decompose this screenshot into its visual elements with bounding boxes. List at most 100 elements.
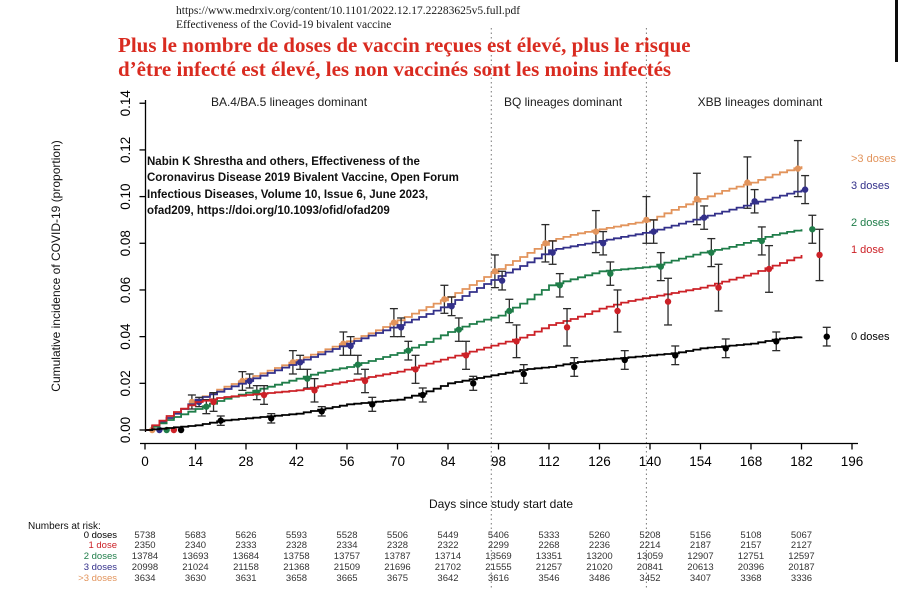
marker-2-doses (758, 237, 766, 245)
x-tick-label: 56 (339, 454, 354, 469)
nar-value: 3658 (285, 572, 308, 584)
marker-2-doses (607, 270, 614, 277)
nar-value: 3665 (336, 572, 358, 584)
x-tick-label: 0 (141, 454, 149, 469)
marker-0-doses (520, 370, 527, 378)
nar-value: 2214 (639, 540, 661, 552)
nar-value: 3616 (487, 572, 510, 584)
nar-value: 2322 (437, 540, 459, 552)
marker-1-dose (816, 251, 823, 259)
marker-1-dose (664, 298, 672, 305)
marker-2-doses (203, 403, 210, 410)
marker-0-doses (177, 426, 185, 434)
nar-row-label: 0 doses (83, 529, 117, 541)
legend-item-gt3-doses: >3 doses (851, 153, 896, 165)
nar-value: 21696 (384, 561, 411, 573)
y-tick-label: 0.00 (118, 417, 133, 443)
legend-item-0-doses: 0 doses (851, 331, 890, 343)
nar-value: 2268 (538, 540, 560, 552)
y-tick-label: 0.10 (118, 183, 133, 209)
nar-value: 21024 (182, 561, 209, 573)
marker-3-doses (397, 324, 405, 331)
marker-gt3-doses (693, 195, 701, 203)
marker-0-doses (621, 356, 628, 364)
marker-2-doses (556, 282, 564, 289)
phase-label-bq: BQ lineages dominant (503, 95, 623, 109)
series-line-2-doses (145, 229, 803, 431)
marker-0-doses (369, 401, 376, 408)
nar-value: 5528 (336, 529, 358, 541)
nar-value: 5449 (437, 529, 459, 541)
citation-line: Coronavirus Disease 2019 Bivalent Vaccin… (147, 172, 459, 185)
marker-1-dose (210, 398, 217, 406)
marker-0-doses (268, 415, 275, 422)
marker-2-doses (708, 249, 715, 256)
marker-gt3-doses (289, 359, 297, 366)
marker-2-doses (354, 361, 362, 368)
marker-3-doses (650, 228, 657, 235)
marker-3-doses (296, 359, 304, 366)
marker-2-doses (657, 263, 665, 270)
marker-gt3-doses (592, 228, 600, 235)
marker-1-dose (563, 324, 571, 331)
nar-row-label: 3 doses (83, 561, 117, 573)
marker-2-doses (304, 375, 311, 382)
nar-value: 21509 (333, 561, 361, 573)
marker-1-dose (513, 338, 520, 345)
nar-value: 3631 (235, 572, 257, 584)
nar-value: 5208 (639, 529, 661, 541)
citation-line: ofad209, https://doi.org/10.1093/ofid/of… (147, 204, 390, 217)
nar-value: 5333 (538, 529, 560, 541)
y-axis-title: Cumulative incidence of COVID-19 (propor… (49, 140, 63, 392)
citation-line: Infectious Diseases, Volume 10, Issue 6,… (147, 188, 429, 201)
marker-3-doses (246, 377, 253, 385)
nar-value: 5067 (790, 529, 813, 541)
marker-1-dose (260, 391, 268, 399)
nar-value: 20396 (737, 561, 765, 573)
nar-value: 13784 (131, 551, 159, 563)
marker-0-doses (217, 417, 224, 424)
nar-value: 2127 (790, 540, 813, 552)
nar-value: 5506 (386, 529, 409, 541)
nar-value: 12907 (687, 551, 714, 563)
x-tick-label: 196 (841, 454, 864, 469)
marker-1-dose (715, 284, 722, 291)
citation-block: Nabin K Shrestha and others, Effectivene… (147, 154, 459, 219)
nar-value: 2340 (184, 540, 207, 552)
nar-value: 12751 (737, 551, 765, 563)
nar-value: 5260 (588, 529, 611, 541)
nar-value: 13787 (384, 551, 411, 563)
y-tick-label: 0.14 (118, 90, 133, 117)
marker-3-doses (448, 303, 455, 310)
nar-value: 5156 (689, 529, 712, 541)
legend-item-1-dose: 1 dose (851, 244, 885, 256)
x-tick-label: 154 (689, 454, 712, 469)
nar-value: 3368 (740, 572, 762, 584)
nar-value: 2328 (386, 540, 409, 552)
nar-row-label: >3 doses (78, 572, 117, 584)
nar-value: 13757 (333, 551, 361, 563)
marker-2-doses (405, 347, 412, 354)
nar-value: 13200 (586, 551, 613, 563)
x-tick-label: 84 (440, 454, 456, 469)
marker-gt3-doses (390, 319, 398, 326)
nar-value: 21257 (535, 561, 563, 573)
marker-0-doses (571, 363, 578, 371)
x-tick-label: 182 (790, 454, 813, 469)
y-tick-label: 0.12 (118, 137, 133, 163)
nar-value: 3630 (184, 572, 207, 584)
x-axis-title: Days since study start date (428, 497, 574, 511)
nar-value: 21020 (586, 561, 613, 573)
nar-value: 3642 (437, 572, 459, 584)
nar-value: 2157 (740, 540, 762, 552)
nar-value: 13758 (283, 551, 310, 563)
marker-3-doses (751, 198, 758, 205)
nar-value: 5108 (740, 529, 762, 541)
window-right-border (895, 0, 898, 62)
nar-value: 5738 (134, 529, 156, 541)
nar-value: 21702 (434, 561, 462, 573)
nar-value: 13684 (232, 551, 260, 563)
nar-value: 2333 (235, 540, 257, 552)
